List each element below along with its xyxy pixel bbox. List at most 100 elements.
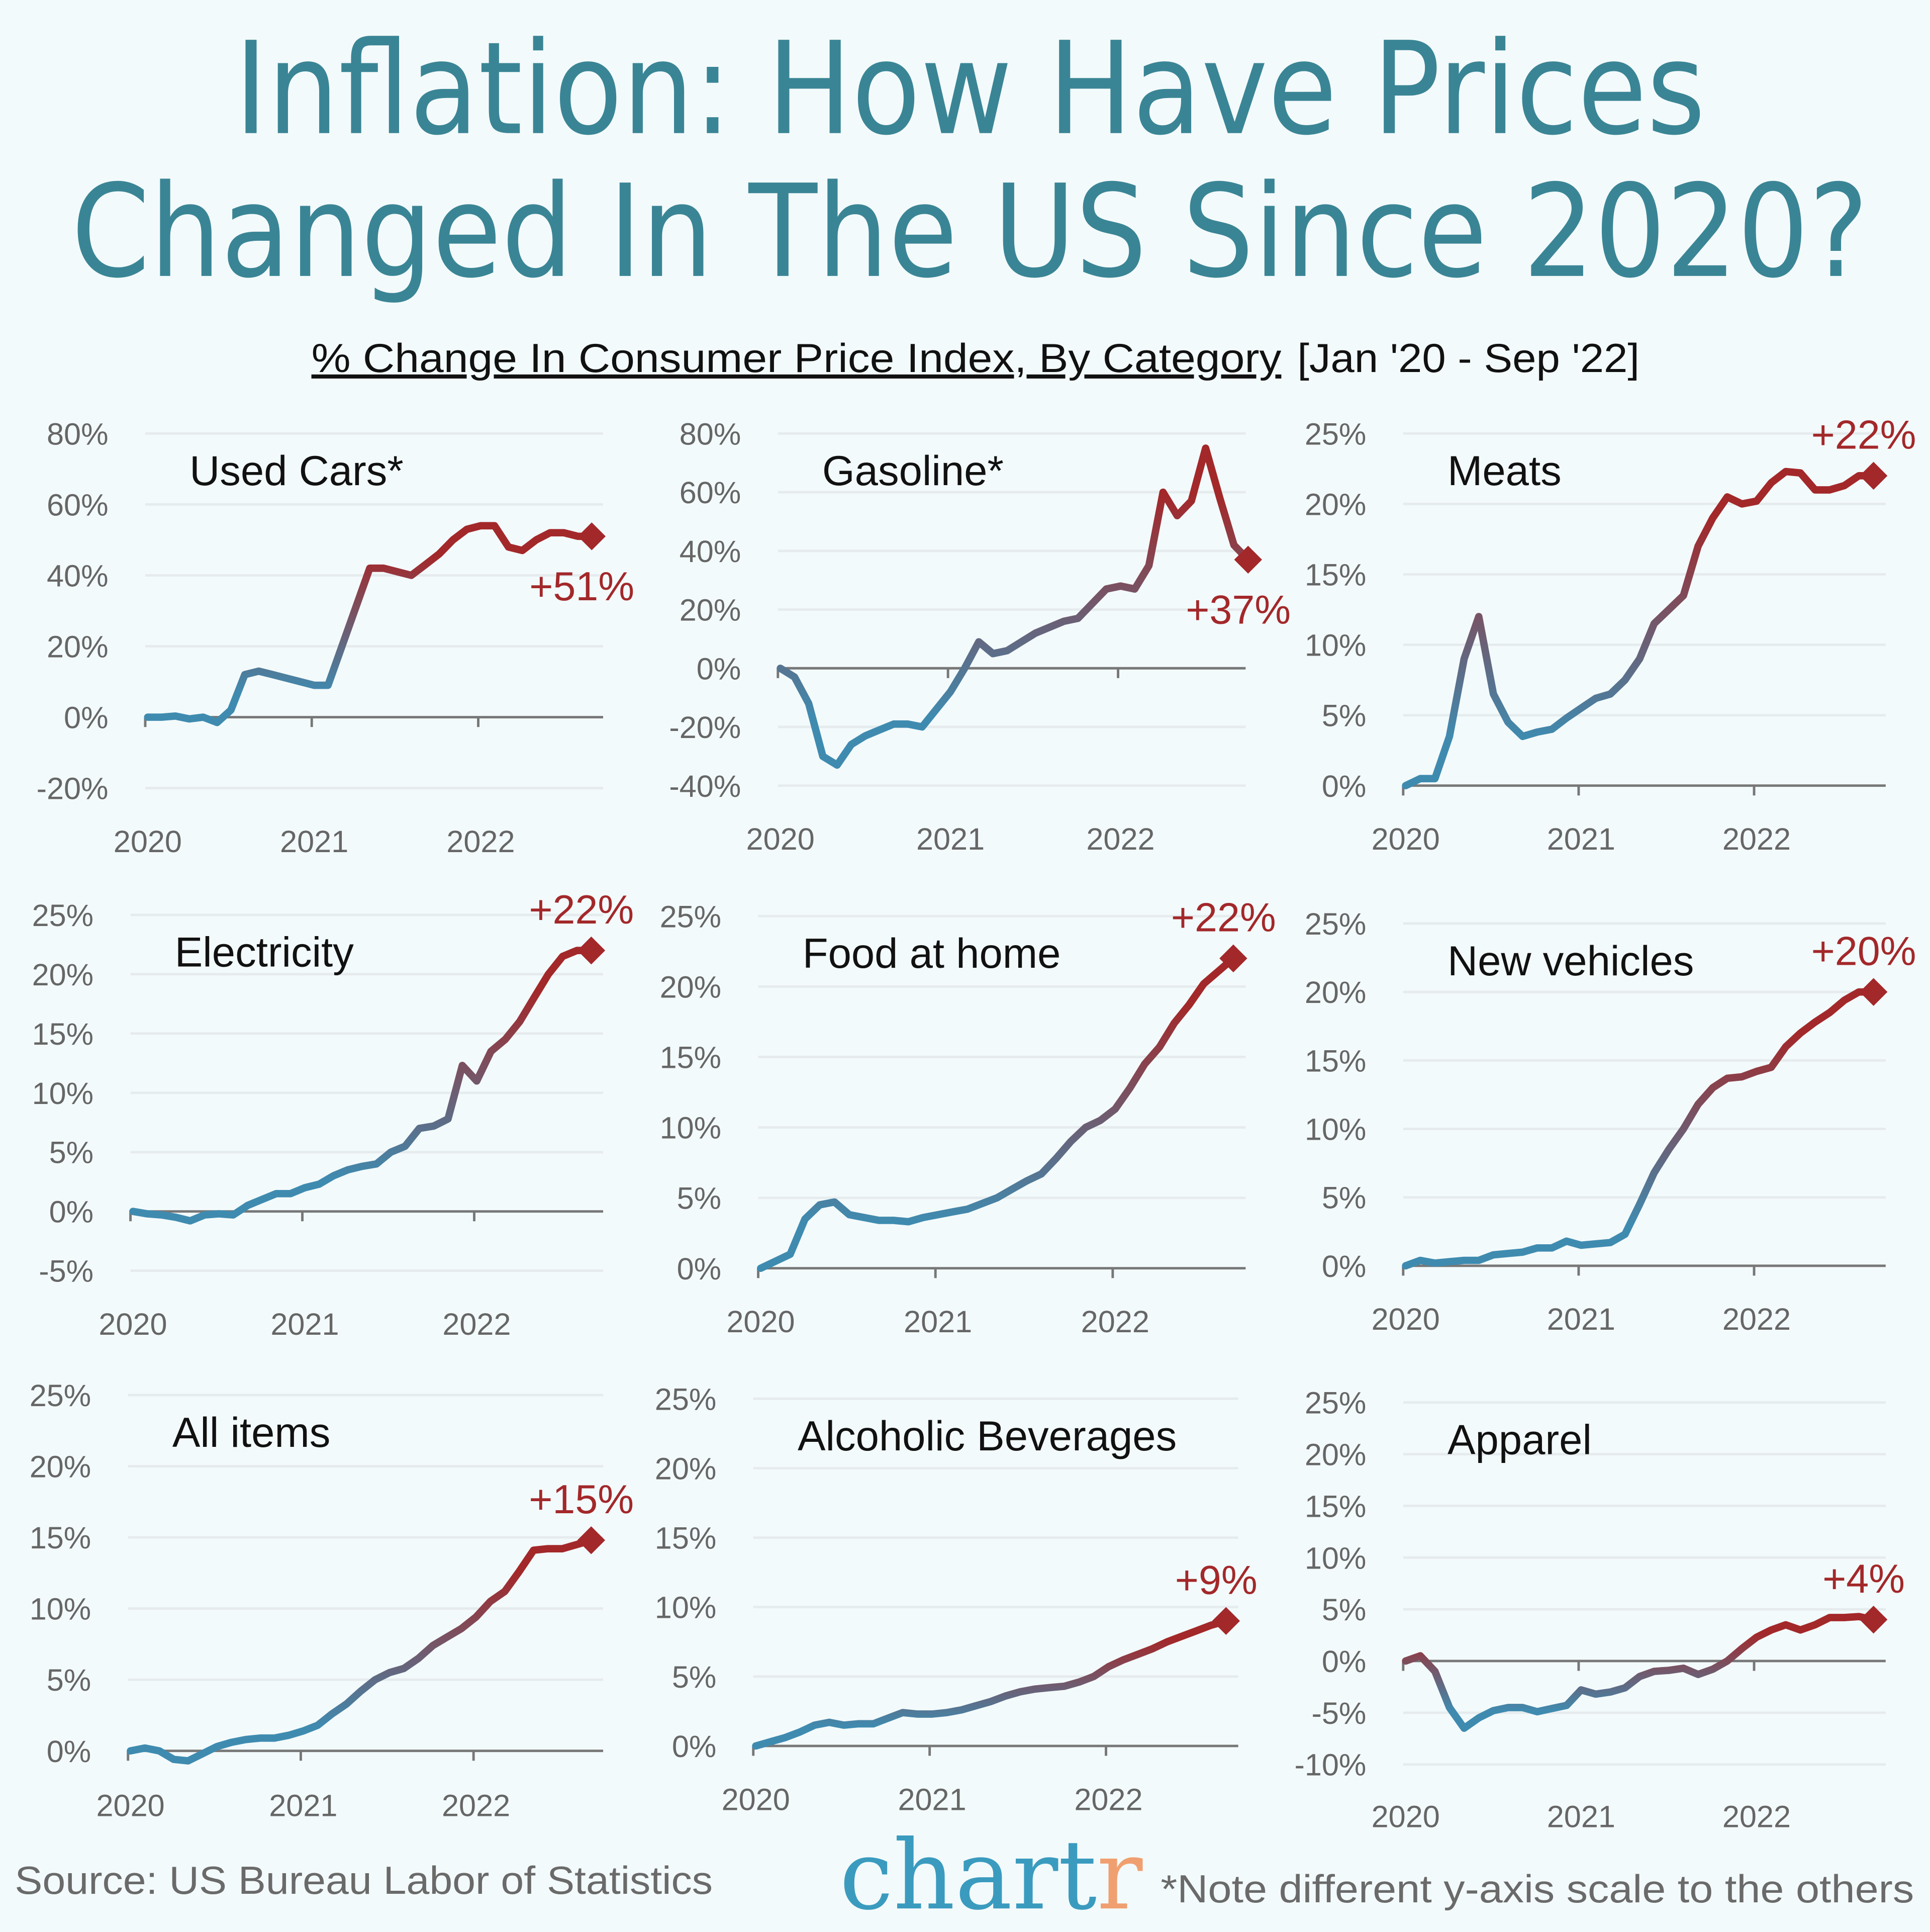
series-line [1402, 988, 1877, 1270]
series-line [752, 1617, 1230, 1750]
y-tick-label: 15% [1305, 1044, 1367, 1078]
chart-title: Food at home [803, 930, 1061, 977]
chart-panel: -40% -20% 0% 20% 40% 60% 80% 2020 2021 2022 Gasoli… [669, 417, 1291, 856]
y-tick-label: 20% [1305, 487, 1367, 521]
y-tick-label: 15% [655, 1521, 717, 1555]
x-tick-label: 2022 [442, 1307, 511, 1341]
y-tick-label: 20% [680, 593, 741, 627]
y-tick-label: 0% [47, 1734, 91, 1769]
y-tick-label: 20% [30, 1450, 91, 1484]
final-value-label: +37% [1186, 588, 1291, 633]
chartr-logo: chartr [839, 1820, 1143, 1931]
subtitle: % Change In Consumer Price Index, By Cat… [312, 336, 1282, 381]
x-tick-label: 2021 [916, 822, 985, 856]
x-tick-label: 2022 [1081, 1305, 1149, 1339]
x-tick-label: 2021 [904, 1305, 972, 1339]
y-tick-label: 10% [1305, 628, 1367, 663]
chart-title: Used Cars* [189, 447, 404, 494]
final-value-label: +51% [529, 564, 634, 609]
y-tick-label: 25% [1305, 1386, 1367, 1420]
x-tick-label: 2020 [726, 1305, 795, 1339]
x-tick-label: 2021 [898, 1782, 966, 1816]
x-tick-label: 2020 [1372, 1800, 1440, 1834]
y-tick-label: 0% [672, 1729, 716, 1764]
x-tick-label: 2022 [1722, 1800, 1791, 1834]
title-line-1: Inflation: How Have Prices [235, 15, 1706, 164]
y-tick-label: 10% [30, 1592, 91, 1626]
y-tick-label: 20% [655, 1451, 717, 1486]
series-line [757, 954, 1237, 1272]
chart-panel: 0% 5% 10% 15% 20% 25% 2020 2021 2022 Alcoholic Be… [655, 1382, 1258, 1816]
y-tick-label: 80% [680, 417, 741, 451]
y-tick-label: 0% [697, 652, 741, 686]
y-tick-label: 15% [1305, 558, 1367, 592]
chart-panel: 0% 5% 10% 15% 20% 25% 2020 2021 2022 Meats +22% [1305, 412, 1916, 856]
final-point-marker [1859, 1605, 1888, 1634]
source-text: Source: US Bureau Labor of Statistics [15, 1858, 713, 1902]
y-tick-label: 5% [1322, 699, 1366, 733]
x-tick-label: 2022 [442, 1789, 510, 1823]
y-tick-label: 60% [680, 476, 741, 510]
y-tick-label: 0% [1322, 1249, 1366, 1283]
y-tick-label: 40% [47, 559, 109, 593]
final-point-marker [1212, 1607, 1240, 1635]
y-tick-label: 5% [672, 1660, 716, 1694]
chart-title: Meats [1448, 447, 1562, 494]
y-tick-label: 15% [660, 1041, 722, 1075]
chart-title: Apparel [1448, 1417, 1592, 1463]
y-tick-label: 5% [1322, 1593, 1366, 1627]
y-tick-label: 0% [1322, 769, 1366, 803]
x-tick-label: 2020 [99, 1307, 167, 1341]
y-tick-label: 15% [32, 1017, 94, 1051]
final-point-marker [577, 522, 606, 550]
final-point-marker [1234, 545, 1262, 574]
series-line [129, 947, 595, 1225]
x-tick-label: 2020 [1372, 822, 1440, 856]
x-tick-label: 2021 [269, 1789, 337, 1823]
y-tick-label: 5% [47, 1663, 91, 1697]
y-tick-label: 25% [1305, 907, 1367, 941]
final-value-label: +22% [529, 887, 634, 933]
y-tick-label: 25% [1305, 417, 1367, 451]
chart-panel: 0% 5% 10% 15% 20% 25% 2020 2021 2022 All items +15… [30, 1378, 634, 1823]
y-tick-label: 20% [660, 970, 722, 1004]
final-value-label: +22% [1811, 412, 1916, 457]
y-tick-label: -20% [669, 710, 741, 745]
final-value-label: +15% [529, 1477, 634, 1522]
chart-panel: -10% -5% 0% 5% 10% 15% 20% 25% 2020 2021 2022 Appar… [1294, 1386, 1905, 1834]
final-value-label: +4% [1822, 1556, 1905, 1602]
y-tick-label: 25% [660, 899, 722, 934]
small-multiples: -20% 0% 20% 40% 60% 80% 2020 2021 2022 Used Cars*… [30, 412, 1916, 1833]
series-line [127, 1536, 595, 1765]
chart-panel: -20% 0% 20% 40% 60% 80% 2020 2021 2022 Used Cars*… [37, 417, 635, 859]
y-tick-label: 60% [47, 488, 109, 522]
x-tick-label: 2021 [270, 1307, 339, 1341]
chart-panel: 0% 5% 10% 15% 20% 25% 2020 2021 2022 New vehicles… [1305, 907, 1916, 1336]
y-tick-label: -10% [1294, 1748, 1366, 1782]
y-tick-label: 15% [1305, 1489, 1367, 1523]
y-tick-label: 0% [49, 1195, 93, 1229]
x-tick-label: 2022 [1722, 822, 1791, 856]
y-tick-label: 10% [660, 1111, 722, 1145]
x-tick-label: 2021 [1547, 1302, 1615, 1336]
final-value-label: +22% [1171, 895, 1276, 940]
y-tick-label: 5% [1322, 1181, 1366, 1215]
x-tick-label: 2020 [722, 1782, 790, 1816]
subtitle-range: [Jan '20 - Sep '22] [1297, 336, 1639, 381]
final-value-label: +20% [1811, 929, 1916, 974]
chart-title: Alcoholic Beverages [798, 1413, 1177, 1459]
y-tick-label: 20% [1305, 1438, 1367, 1472]
axis-scale-note: *Note different y-axis scale to the othe… [1161, 1867, 1914, 1911]
chart-panel: 0% 5% 10% 15% 20% 25% 2020 2021 2022 Food at home… [660, 895, 1276, 1339]
y-tick-label: 25% [655, 1382, 717, 1416]
y-tick-label: 10% [1305, 1113, 1367, 1147]
y-tick-label: 80% [47, 417, 109, 451]
y-tick-label: -20% [37, 772, 109, 806]
y-tick-label: 10% [32, 1076, 94, 1111]
final-point-marker [1859, 978, 1888, 1006]
y-tick-label: 5% [49, 1136, 93, 1170]
title-line-2: Changed In The US Since 2020? [71, 158, 1869, 307]
y-tick-label: 20% [47, 630, 109, 664]
y-tick-label: 0% [64, 701, 108, 735]
